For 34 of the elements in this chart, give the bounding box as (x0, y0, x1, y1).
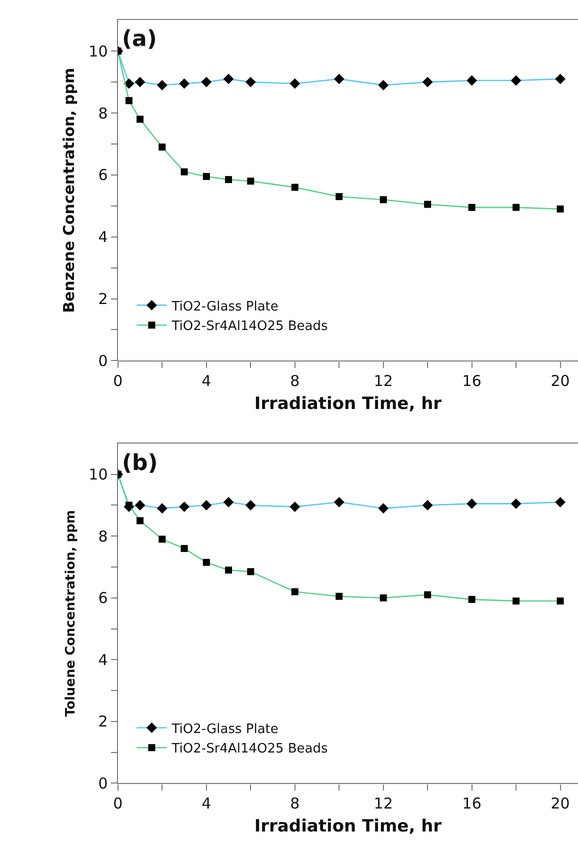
x-axis-title: Irradiation Time, hr (254, 394, 442, 414)
x-tick-label: 20 (550, 372, 570, 390)
x-tick-label: 4 (202, 372, 212, 390)
y-axis-title: Benzene Concentration, ppm (60, 68, 78, 313)
x-tick-label: 12 (374, 794, 393, 812)
y-tick-label: 10 (88, 466, 108, 484)
y-axis-title: Toluene Concentration, ppm (64, 510, 79, 717)
chart-title: (a) (122, 27, 157, 52)
legend-label: TiO2-Glass Plate (170, 299, 278, 314)
x-tick-label: 12 (374, 372, 393, 390)
x-tick-label: 8 (290, 794, 300, 812)
y-tick-label: 6 (98, 166, 108, 184)
x-tick-label: 16 (462, 794, 482, 812)
y-tick-label: 2 (98, 712, 108, 731)
y-tick-label: 6 (98, 589, 108, 608)
x-tick-label: 20 (550, 794, 570, 812)
y-tick-label: 4 (98, 650, 108, 669)
y-tick-label: 0 (98, 352, 108, 370)
x-axis-title: Irradiation Time, hr (254, 816, 442, 837)
y-tick-label: 8 (98, 527, 108, 546)
x-tick-label: 16 (462, 372, 482, 390)
x-tick-label: 0 (113, 794, 123, 812)
y-tick-label: 4 (98, 228, 108, 246)
y-tick-label: 10 (88, 42, 108, 60)
legend-label: TiO2-Sr4Al14O25 Beads (170, 742, 328, 757)
legend-label: TiO2-Sr4Al14O25 Beads (170, 319, 328, 334)
legend-label: TiO2-Glass Plate (170, 722, 278, 737)
x-tick-label: 0 (113, 372, 123, 390)
x-tick-label: 8 (290, 372, 300, 390)
y-tick-label: 2 (98, 290, 108, 308)
x-tick-label: 4 (202, 794, 212, 812)
y-tick-label: 0 (98, 774, 108, 792)
chart-title: (b) (122, 451, 158, 476)
y-tick-label: 8 (98, 104, 108, 122)
